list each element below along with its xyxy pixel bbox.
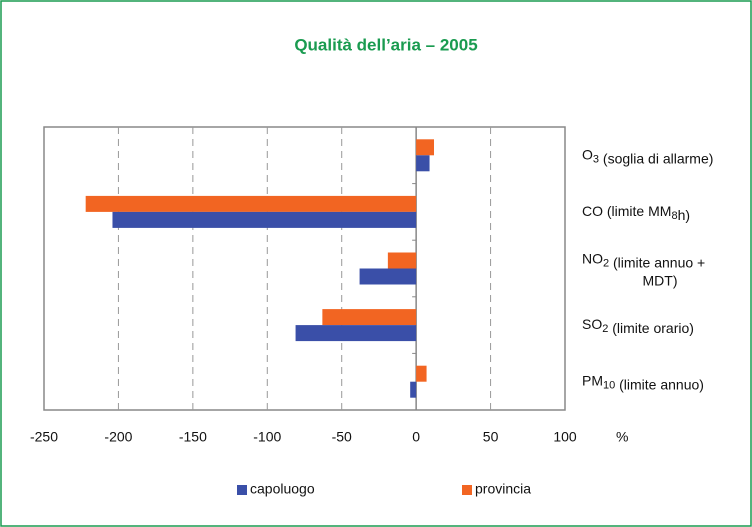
bar <box>112 211 417 228</box>
legend-label: capoluogo <box>250 481 315 497</box>
legend-swatch <box>237 485 247 495</box>
bar <box>322 309 417 326</box>
category-label: O3 (soglia di allarme) <box>582 146 713 166</box>
chart-title: Qualità dell’aria – 2005 <box>294 35 477 54</box>
x-tick-label: -50 <box>332 429 352 445</box>
x-tick-label: -100 <box>253 429 281 445</box>
category-label: SO2 (limite orario) <box>582 316 694 336</box>
category-label: PM10 (limite annuo) <box>582 372 704 392</box>
legend-swatch <box>462 485 472 495</box>
x-tick-label: -250 <box>30 429 58 445</box>
bar <box>387 252 417 269</box>
bar <box>416 139 435 156</box>
legend-label: provincia <box>475 481 531 497</box>
x-tick-label: 0 <box>412 429 420 445</box>
plot-area <box>43 126 566 411</box>
bar <box>416 365 427 382</box>
bar <box>410 381 417 398</box>
category-label: CO (limite MM8h) <box>582 203 690 223</box>
x-axis-label: % <box>616 429 628 445</box>
x-tick-label: -200 <box>104 429 132 445</box>
bar <box>295 325 417 342</box>
bar <box>416 155 430 172</box>
x-tick-label: 50 <box>483 429 499 445</box>
bar <box>85 195 417 212</box>
x-tick-label: 100 <box>553 429 577 445</box>
x-tick-label: -150 <box>179 429 207 445</box>
bar <box>359 268 417 285</box>
category-label: NO2 (limite annuo + MDT) <box>582 250 709 288</box>
